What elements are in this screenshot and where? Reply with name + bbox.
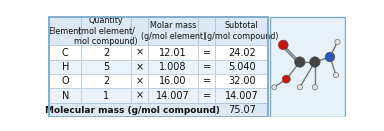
Bar	[198, 60, 215, 74]
Text: 12.01: 12.01	[159, 48, 187, 58]
Text: =: =	[203, 91, 211, 101]
Text: 2: 2	[103, 76, 109, 86]
Bar	[198, 17, 215, 45]
Bar	[81, 17, 131, 45]
Ellipse shape	[312, 85, 318, 90]
Bar	[81, 74, 131, 88]
Text: Molar mass
(g/mol element): Molar mass (g/mol element)	[141, 21, 206, 41]
Text: 16.00: 16.00	[159, 76, 187, 86]
Bar	[131, 17, 148, 45]
Bar	[50, 74, 81, 88]
Text: ×: ×	[136, 91, 144, 101]
Text: 5.040: 5.040	[228, 62, 255, 72]
Ellipse shape	[297, 85, 303, 90]
Ellipse shape	[333, 72, 339, 78]
Bar	[50, 88, 81, 103]
Ellipse shape	[278, 40, 288, 50]
Bar	[215, 17, 268, 45]
Text: 14.007: 14.007	[225, 91, 258, 101]
Ellipse shape	[325, 52, 335, 62]
Text: =: =	[203, 76, 211, 86]
Text: 2: 2	[103, 48, 109, 58]
Text: Element: Element	[48, 27, 82, 36]
Bar	[270, 17, 345, 117]
Text: O: O	[61, 76, 69, 86]
Text: N: N	[61, 91, 69, 101]
Bar	[215, 74, 268, 88]
Bar	[215, 88, 268, 103]
Bar	[50, 45, 81, 60]
Ellipse shape	[282, 75, 290, 83]
Text: 1: 1	[103, 91, 109, 101]
Text: 24.02: 24.02	[228, 48, 256, 58]
Bar	[215, 45, 268, 60]
Text: ×: ×	[136, 48, 144, 58]
Text: 5: 5	[103, 62, 109, 72]
Bar	[198, 88, 215, 103]
Text: H: H	[61, 62, 69, 72]
Bar	[148, 88, 198, 103]
Text: C: C	[62, 48, 69, 58]
Bar	[81, 45, 131, 60]
Bar	[81, 60, 131, 74]
Bar	[215, 60, 268, 74]
Ellipse shape	[272, 85, 276, 90]
Text: Molecular mass (g/mol compound): Molecular mass (g/mol compound)	[45, 106, 220, 115]
Text: ×: ×	[136, 62, 144, 72]
Bar	[50, 17, 81, 45]
Bar	[81, 88, 131, 103]
Bar	[148, 60, 198, 74]
Text: 75.07: 75.07	[228, 105, 256, 115]
Text: Subtotal
(g/mol compound): Subtotal (g/mol compound)	[204, 21, 279, 41]
Bar	[50, 60, 81, 74]
Text: ×: ×	[136, 76, 144, 86]
Ellipse shape	[335, 39, 340, 45]
Text: =: =	[203, 62, 211, 72]
Ellipse shape	[295, 57, 305, 67]
Bar	[148, 45, 198, 60]
Bar	[148, 74, 198, 88]
Ellipse shape	[310, 57, 320, 67]
Bar	[131, 45, 148, 60]
Bar	[50, 17, 268, 117]
Text: 32.00: 32.00	[228, 76, 255, 86]
Bar	[148, 17, 198, 45]
Bar	[198, 74, 215, 88]
Text: 14.007: 14.007	[156, 91, 190, 101]
Bar	[131, 74, 148, 88]
Bar	[215, 103, 268, 117]
Bar	[131, 88, 148, 103]
Text: Quantity
(mol element/
mol compound): Quantity (mol element/ mol compound)	[74, 16, 138, 46]
Text: 1.008: 1.008	[159, 62, 187, 72]
Bar	[131, 60, 148, 74]
Bar	[50, 103, 215, 117]
Bar	[198, 45, 215, 60]
Text: =: =	[203, 48, 211, 58]
